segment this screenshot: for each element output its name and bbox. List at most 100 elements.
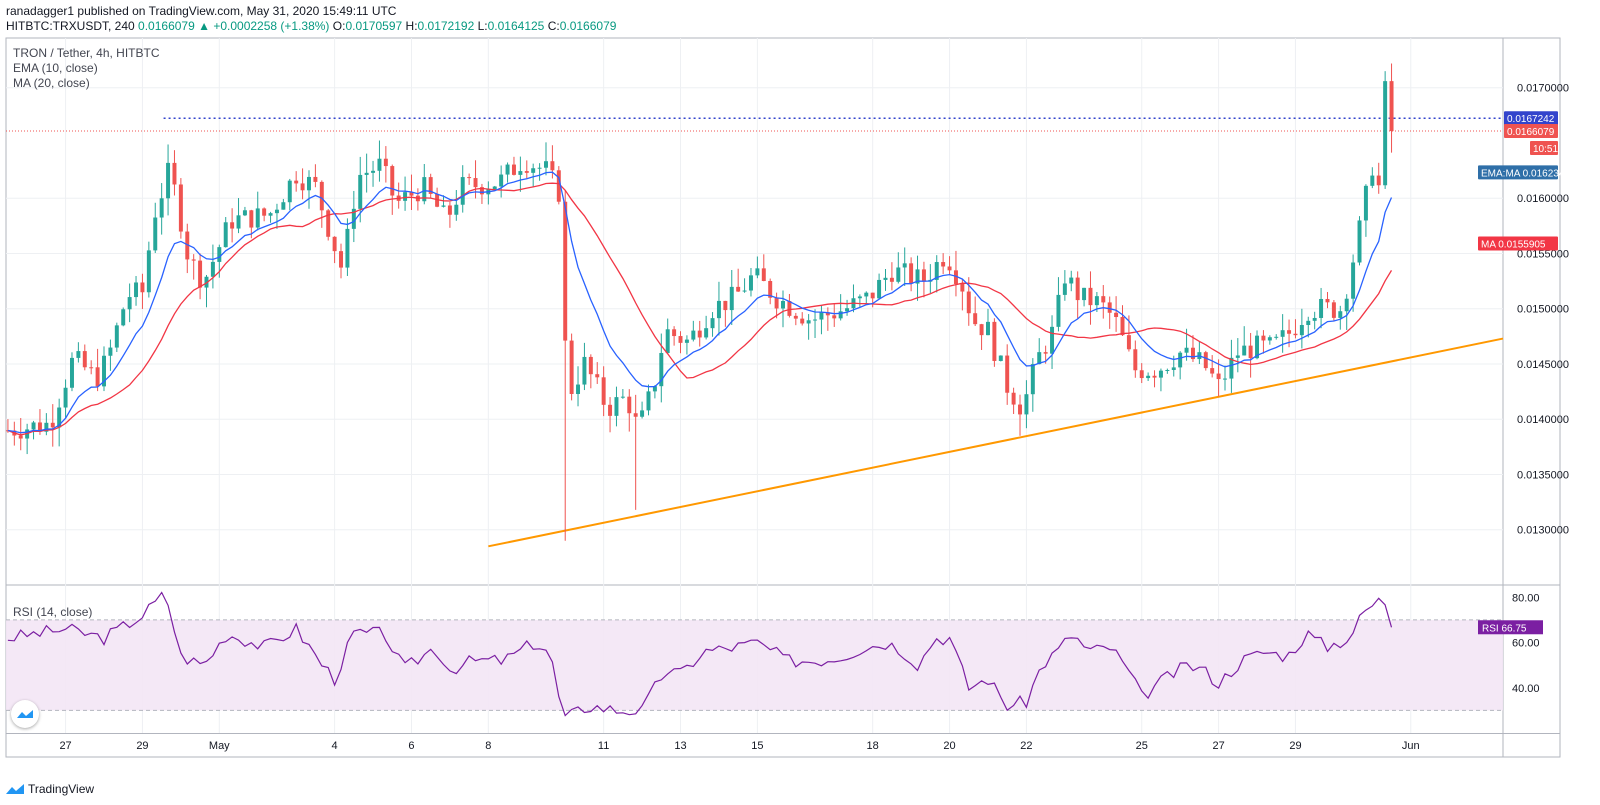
candle-body (973, 313, 978, 325)
candle-body (287, 180, 292, 203)
change-value: ▲ +0.0002258 (+1.38%) (198, 19, 330, 33)
last-price: 0.0166079 (138, 19, 195, 33)
candle-body (1107, 302, 1112, 313)
time-tick-label: 29 (1289, 740, 1301, 752)
time-tick-label: Jun (1402, 740, 1420, 752)
candle-body (627, 396, 632, 414)
candle-body (409, 192, 414, 196)
time-tick-label: 29 (136, 740, 148, 752)
price-tick-label: 0.0145000 (1517, 359, 1569, 371)
rsi-legend[interactable]: RSI (14, close) (13, 605, 93, 619)
candle-body (1223, 378, 1227, 380)
price-tick-label: 0.0160000 (1517, 193, 1569, 205)
ma-legend[interactable]: MA (20, close) (13, 76, 90, 90)
candle-body (1312, 317, 1317, 321)
candle-body (748, 275, 753, 291)
candle-body (1190, 347, 1195, 360)
candle-body (511, 164, 516, 175)
tradingview-logo-icon (6, 784, 24, 794)
price-tick-label: 0.0150000 (1517, 304, 1569, 316)
candle-body (710, 318, 715, 329)
candle-body (736, 286, 741, 292)
candle-body (63, 387, 68, 408)
candle-body (787, 300, 792, 316)
price-label-box (1504, 111, 1558, 126)
candle-body (1043, 352, 1048, 354)
candle-body (82, 351, 87, 368)
candle-body (960, 283, 965, 292)
candle-body (1158, 370, 1163, 378)
time-tick-label: 18 (867, 740, 879, 752)
candle-body (1248, 345, 1253, 359)
candle-body (646, 391, 651, 411)
candle-body (838, 311, 843, 319)
candle-body (479, 187, 484, 195)
candle-body (659, 352, 664, 387)
candle-body (1165, 370, 1170, 372)
candle-body (95, 367, 100, 387)
candle-body (640, 410, 645, 417)
candle-body (755, 268, 760, 276)
time-tick-label: 27 (59, 740, 71, 752)
candle-body (1331, 302, 1336, 318)
candle-body (505, 164, 510, 175)
logo-text: TradingView (28, 782, 95, 796)
candle-body (89, 367, 94, 369)
candle-body (633, 413, 638, 417)
candle-body (1338, 311, 1343, 318)
candle-body (390, 166, 395, 196)
candle-body (781, 300, 785, 309)
candle-body (1235, 355, 1240, 358)
price-tick-label: 0.0140000 (1517, 414, 1569, 426)
candle-body (576, 384, 581, 394)
time-tick-label: 11 (598, 740, 609, 752)
candle-body (998, 355, 1003, 361)
tradingview-badge-icon[interactable] (11, 700, 39, 728)
candle-body (1114, 312, 1119, 318)
candle-body (1069, 277, 1074, 284)
price-tick-label: 0.0135000 (1517, 469, 1569, 481)
candle-body (697, 330, 702, 338)
candle-body (255, 208, 260, 228)
rsi-label-box (1478, 620, 1543, 635)
candle-body (941, 262, 946, 267)
tradingview-logo[interactable]: TradingView (6, 782, 94, 796)
candles-group (5, 63, 1394, 541)
candle-body (319, 181, 324, 211)
candle-body (813, 319, 818, 321)
candle-body (262, 208, 267, 216)
candle-body (377, 158, 382, 171)
open-value: 0.0170597 (345, 19, 403, 33)
candle-body (1062, 283, 1067, 295)
candle-body (800, 318, 805, 324)
candle-body (236, 215, 241, 229)
candle-body (31, 422, 36, 430)
candle-body (1050, 326, 1055, 354)
candle-body (1082, 287, 1087, 301)
candle-body (742, 290, 747, 292)
candle-body (915, 269, 920, 284)
candle-body (1139, 370, 1144, 379)
rsi-line (7, 591, 1393, 717)
candle-body (76, 351, 81, 358)
candle-body (467, 177, 472, 179)
candle-body (217, 247, 222, 262)
candle-body (428, 177, 433, 194)
ema-legend[interactable]: EMA (10, close) (13, 61, 98, 75)
candle-body (1056, 294, 1061, 327)
candle-body (102, 355, 106, 387)
candle-body (1370, 175, 1375, 186)
rsi-tick-label: 40.00 (1512, 683, 1540, 695)
rsi-value-label: RSI 66.75 (1482, 623, 1527, 634)
candle-body (704, 328, 709, 338)
candle-body (441, 205, 446, 207)
candle-body (921, 269, 926, 282)
candle-body (819, 312, 824, 320)
candle-body (1383, 81, 1388, 186)
chart-frame (5, 37, 1561, 758)
candle-body (1005, 355, 1010, 393)
candle-body (845, 308, 850, 312)
candle-body (678, 336, 683, 343)
candle-body (550, 161, 555, 171)
candle-body (595, 374, 600, 378)
